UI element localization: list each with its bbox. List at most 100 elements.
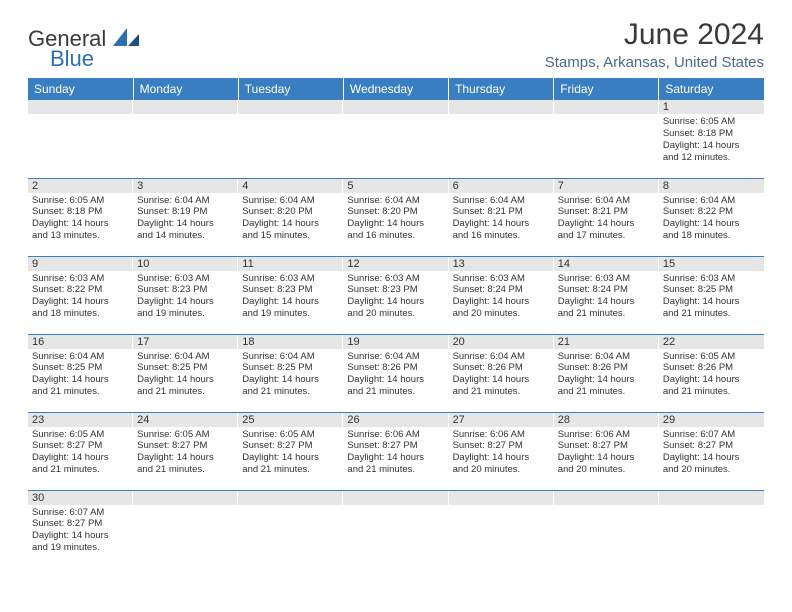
month-title: June 2024: [545, 18, 764, 52]
day-body: Sunrise: 6:04 AMSunset: 8:20 PMDaylight:…: [238, 193, 343, 247]
weekday-header: Thursday: [449, 78, 554, 100]
day-line-rise: Sunrise: 6:05 AM: [242, 429, 339, 441]
calendar-cell: 16Sunrise: 6:04 AMSunset: 8:25 PMDayligh…: [28, 334, 133, 412]
day-number: 30: [28, 491, 133, 505]
day-line-d1: Daylight: 14 hours: [242, 452, 339, 464]
day-line-d1: Daylight: 14 hours: [32, 374, 129, 386]
day-line-set: Sunset: 8:27 PM: [32, 440, 129, 452]
day-number: 13: [449, 257, 554, 271]
day-line-rise: Sunrise: 6:06 AM: [347, 429, 444, 441]
calendar-cell: 23Sunrise: 6:05 AMSunset: 8:27 PMDayligh…: [28, 412, 133, 490]
day-line-set: Sunset: 8:27 PM: [558, 440, 655, 452]
day-body: Sunrise: 6:03 AMSunset: 8:22 PMDaylight:…: [28, 271, 133, 325]
day-body-blank: [133, 114, 238, 174]
day-number-blank: [659, 491, 764, 505]
calendar-cell: [238, 490, 343, 568]
day-line-rise: Sunrise: 6:04 AM: [453, 195, 550, 207]
day-line-d1: Daylight: 14 hours: [347, 374, 444, 386]
day-line-rise: Sunrise: 6:03 AM: [347, 273, 444, 285]
day-line-set: Sunset: 8:27 PM: [137, 440, 234, 452]
calendar-cell: [554, 490, 659, 568]
calendar-cell: 24Sunrise: 6:05 AMSunset: 8:27 PMDayligh…: [133, 412, 238, 490]
calendar-cell: [133, 490, 238, 568]
day-line-d2: and 21 minutes.: [558, 308, 655, 320]
day-line-d2: and 21 minutes.: [663, 386, 760, 398]
day-number: 4: [238, 179, 343, 193]
calendar-cell: [449, 490, 554, 568]
day-body: Sunrise: 6:06 AMSunset: 8:27 PMDaylight:…: [554, 427, 659, 481]
day-number-blank: [554, 491, 659, 505]
day-body-blank: [238, 114, 343, 174]
calendar-cell: 29Sunrise: 6:07 AMSunset: 8:27 PMDayligh…: [659, 412, 764, 490]
weekday-header: Saturday: [659, 78, 764, 100]
calendar-cell: 2Sunrise: 6:05 AMSunset: 8:18 PMDaylight…: [28, 178, 133, 256]
day-line-d1: Daylight: 14 hours: [242, 296, 339, 308]
day-line-d1: Daylight: 14 hours: [32, 218, 129, 230]
day-line-d1: Daylight: 14 hours: [347, 218, 444, 230]
weekday-header: Monday: [133, 78, 238, 100]
calendar-cell: 26Sunrise: 6:06 AMSunset: 8:27 PMDayligh…: [343, 412, 448, 490]
day-line-d2: and 14 minutes.: [137, 230, 234, 242]
day-line-d1: Daylight: 14 hours: [558, 374, 655, 386]
calendar-cell: 13Sunrise: 6:03 AMSunset: 8:24 PMDayligh…: [449, 256, 554, 334]
day-line-d2: and 19 minutes.: [242, 308, 339, 320]
day-line-set: Sunset: 8:24 PM: [558, 284, 655, 296]
day-number-blank: [133, 100, 238, 114]
day-line-d2: and 21 minutes.: [453, 386, 550, 398]
calendar-table: SundayMondayTuesdayWednesdayThursdayFrid…: [28, 78, 764, 568]
day-line-set: Sunset: 8:26 PM: [663, 362, 760, 374]
day-number-blank: [238, 100, 343, 114]
calendar-cell: [449, 100, 554, 178]
calendar-cell: 10Sunrise: 6:03 AMSunset: 8:23 PMDayligh…: [133, 256, 238, 334]
day-body: Sunrise: 6:05 AMSunset: 8:27 PMDaylight:…: [238, 427, 343, 481]
calendar-cell: 18Sunrise: 6:04 AMSunset: 8:25 PMDayligh…: [238, 334, 343, 412]
calendar-cell: 11Sunrise: 6:03 AMSunset: 8:23 PMDayligh…: [238, 256, 343, 334]
calendar-cell: [343, 490, 448, 568]
day-line-rise: Sunrise: 6:05 AM: [663, 351, 760, 363]
day-number-blank: [554, 100, 659, 114]
calendar-cell: 12Sunrise: 6:03 AMSunset: 8:23 PMDayligh…: [343, 256, 448, 334]
calendar-row: 16Sunrise: 6:04 AMSunset: 8:25 PMDayligh…: [28, 334, 764, 412]
calendar-row: 30Sunrise: 6:07 AMSunset: 8:27 PMDayligh…: [28, 490, 764, 568]
day-line-d2: and 17 minutes.: [558, 230, 655, 242]
day-line-rise: Sunrise: 6:04 AM: [137, 351, 234, 363]
day-line-set: Sunset: 8:26 PM: [453, 362, 550, 374]
day-line-d1: Daylight: 14 hours: [32, 452, 129, 464]
calendar-cell: 17Sunrise: 6:04 AMSunset: 8:25 PMDayligh…: [133, 334, 238, 412]
day-line-set: Sunset: 8:19 PM: [137, 206, 234, 218]
day-number: 11: [238, 257, 343, 271]
day-number: 3: [133, 179, 238, 193]
calendar-cell: 9Sunrise: 6:03 AMSunset: 8:22 PMDaylight…: [28, 256, 133, 334]
day-number: 27: [449, 413, 554, 427]
day-body: Sunrise: 6:04 AMSunset: 8:21 PMDaylight:…: [554, 193, 659, 247]
day-body-blank: [28, 114, 133, 174]
day-line-d2: and 13 minutes.: [32, 230, 129, 242]
day-body-blank: [133, 505, 238, 565]
day-line-d2: and 21 minutes.: [137, 386, 234, 398]
day-number: 12: [343, 257, 448, 271]
day-line-d2: and 21 minutes.: [242, 464, 339, 476]
day-line-d2: and 21 minutes.: [347, 464, 444, 476]
calendar-cell: 6Sunrise: 6:04 AMSunset: 8:21 PMDaylight…: [449, 178, 554, 256]
day-number: 23: [28, 413, 133, 427]
day-line-set: Sunset: 8:25 PM: [32, 362, 129, 374]
day-line-rise: Sunrise: 6:07 AM: [32, 507, 129, 519]
calendar-cell: [238, 100, 343, 178]
day-line-rise: Sunrise: 6:06 AM: [453, 429, 550, 441]
day-line-d2: and 21 minutes.: [137, 464, 234, 476]
calendar-row: 23Sunrise: 6:05 AMSunset: 8:27 PMDayligh…: [28, 412, 764, 490]
day-number: 26: [343, 413, 448, 427]
day-number: 29: [659, 413, 764, 427]
day-body: Sunrise: 6:03 AMSunset: 8:24 PMDaylight:…: [554, 271, 659, 325]
day-body: Sunrise: 6:04 AMSunset: 8:25 PMDaylight:…: [28, 349, 133, 403]
day-line-rise: Sunrise: 6:04 AM: [137, 195, 234, 207]
day-line-rise: Sunrise: 6:03 AM: [663, 273, 760, 285]
calendar-cell: 5Sunrise: 6:04 AMSunset: 8:20 PMDaylight…: [343, 178, 448, 256]
day-number-blank: [133, 491, 238, 505]
day-line-set: Sunset: 8:23 PM: [137, 284, 234, 296]
day-number: 10: [133, 257, 238, 271]
day-body: Sunrise: 6:04 AMSunset: 8:26 PMDaylight:…: [343, 349, 448, 403]
day-line-rise: Sunrise: 6:04 AM: [242, 195, 339, 207]
day-body: Sunrise: 6:04 AMSunset: 8:20 PMDaylight:…: [343, 193, 448, 247]
day-number-blank: [238, 491, 343, 505]
